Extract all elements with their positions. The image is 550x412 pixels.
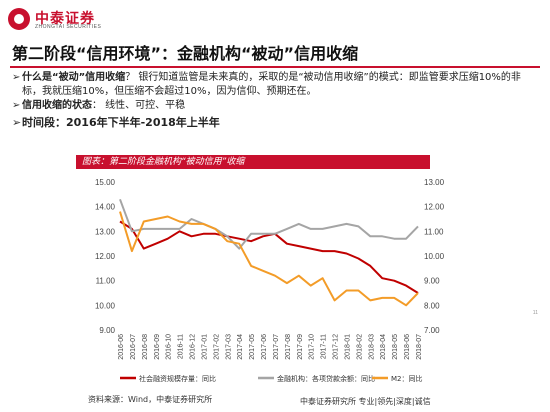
logo-name-en: ZHONGTAI SECURITIES: [35, 24, 102, 30]
x-tick-label: 2017-09: [297, 334, 304, 360]
bullet-item-state: ➢ 信用收缩的状态： 线性、可控、平稳: [12, 99, 540, 113]
y-left-tick-label: 15.00: [95, 178, 116, 187]
x-tick-label: 2018-04: [380, 334, 387, 360]
y-right-tick-label: 10.00: [424, 252, 445, 261]
x-tick-label: 2018-06: [404, 334, 411, 360]
bullet-arrow-icon: ➢: [12, 100, 21, 111]
x-tick-label: 2018-03: [368, 334, 375, 360]
bullet-heading: 信用收缩的状态: [22, 100, 92, 111]
legend-label: 金融机构：各项贷款余额：同比: [277, 374, 375, 383]
source-note: 资料来源：Wind，中泰证券研究所: [88, 395, 213, 404]
y-left-tick-label: 12.00: [95, 252, 116, 261]
x-tick-label: 2016-06: [118, 334, 125, 360]
x-tick-label: 2018-02: [356, 334, 363, 360]
y-right-tick-label: 9.00: [424, 277, 440, 286]
bullet-arrow-icon: ➢: [12, 116, 22, 129]
bullet-heading: 什么是“被动”信用收缩: [22, 72, 126, 83]
x-tick-label: 2016-12: [190, 334, 197, 360]
x-tick-label: 2016-10: [166, 334, 173, 360]
y-right-tick-label: 12.00: [424, 203, 445, 212]
y-left-tick-label: 10.00: [95, 301, 116, 310]
x-tick-label: 2016-07: [130, 334, 137, 360]
series-line-2: [119, 211, 419, 307]
x-tick-label: 2018-05: [392, 334, 399, 360]
x-tick-label: 2016-11: [178, 334, 185, 359]
x-tick-label: 2017-03: [225, 334, 232, 360]
x-tick-label: 2017-01: [201, 334, 208, 360]
bullet-arrow-icon: ➢: [12, 72, 21, 83]
bullet-heading: 时间段：: [22, 116, 66, 129]
bullet-text: 2016年下半年-2018年上半年: [66, 116, 220, 129]
y-left-tick-label: 14.00: [95, 203, 116, 212]
x-tick-label: 2018-07: [416, 334, 423, 360]
y-right-tick-label: 7.00: [424, 326, 440, 335]
y-left-tick-label: 11.00: [96, 277, 116, 286]
footer-text: 中泰证券研究所 专业|领先|深度|诚信: [300, 397, 431, 406]
x-tick-label: 2017-07: [273, 334, 280, 360]
page-number: 11: [532, 310, 538, 316]
y-right-tick-label: 8.00: [424, 301, 440, 310]
legend-label: 社会融资规模存量：同比: [139, 374, 216, 383]
x-tick-label: 2017-11: [321, 334, 328, 359]
logo-name-cn: 中泰证券: [35, 11, 95, 27]
y-right-tick-label: 11.00: [424, 227, 444, 236]
series-line-1: [119, 198, 419, 250]
slide-title: 第二阶段“信用环境”：金融机构“被动”信用收缩: [12, 44, 359, 63]
bullet-item-period: ➢ 时间段：2016年下半年-2018年上半年: [12, 116, 540, 130]
x-tick-label: 2017-02: [213, 334, 220, 360]
x-tick-label: 2017-05: [249, 334, 256, 360]
line-chart: 15.00 14.00 13.00 12.00 11.00 10.00 9.00 13.00 1…: [95, 178, 445, 383]
bullet-item-definition: ➢ 什么是“被动”信用收缩？ 银行知道监管是未来真的，采取的是“被动信用收缩”的模…: [12, 71, 540, 99]
x-tick-label: 2016-09: [154, 334, 161, 360]
company-logo: 中泰证券 ZHONGTAI SECURITIES: [8, 6, 148, 34]
bullet-list: ➢ 什么是“被动”信用收缩？ 银行知道监管是未来真的，采取的是“被动信用收缩”的模…: [12, 71, 540, 130]
x-tick-label: 2017-04: [237, 334, 244, 360]
x-tick-label: 2016-08: [142, 334, 149, 360]
bullet-text: ： 线性、可控、平稳: [92, 100, 186, 111]
y-left-tick-label: 13.00: [95, 227, 116, 236]
legend-label: M2：同比: [391, 374, 423, 383]
x-tick-label: 2017-06: [261, 334, 268, 360]
x-tick-label: 2017-10: [309, 334, 316, 360]
x-tick-label: 2017-12: [333, 334, 340, 360]
y-left-tick-label: 9.00: [99, 326, 115, 335]
chart-title: 图表：第二阶段金融机构“被动信用”收缩: [76, 155, 430, 169]
x-tick-label: 2018-01: [344, 334, 351, 360]
series-line-0: [119, 220, 419, 294]
title-divider: [10, 66, 540, 68]
x-tick-label: 2017-08: [285, 334, 292, 360]
logo-mark-icon: [8, 8, 30, 30]
y-right-tick-label: 13.00: [424, 178, 445, 187]
bullet-text: ？ 银行知道监管是未来真的，采取的是“被动信用收缩”的模式：即监管要求压缩10%…: [22, 72, 521, 97]
